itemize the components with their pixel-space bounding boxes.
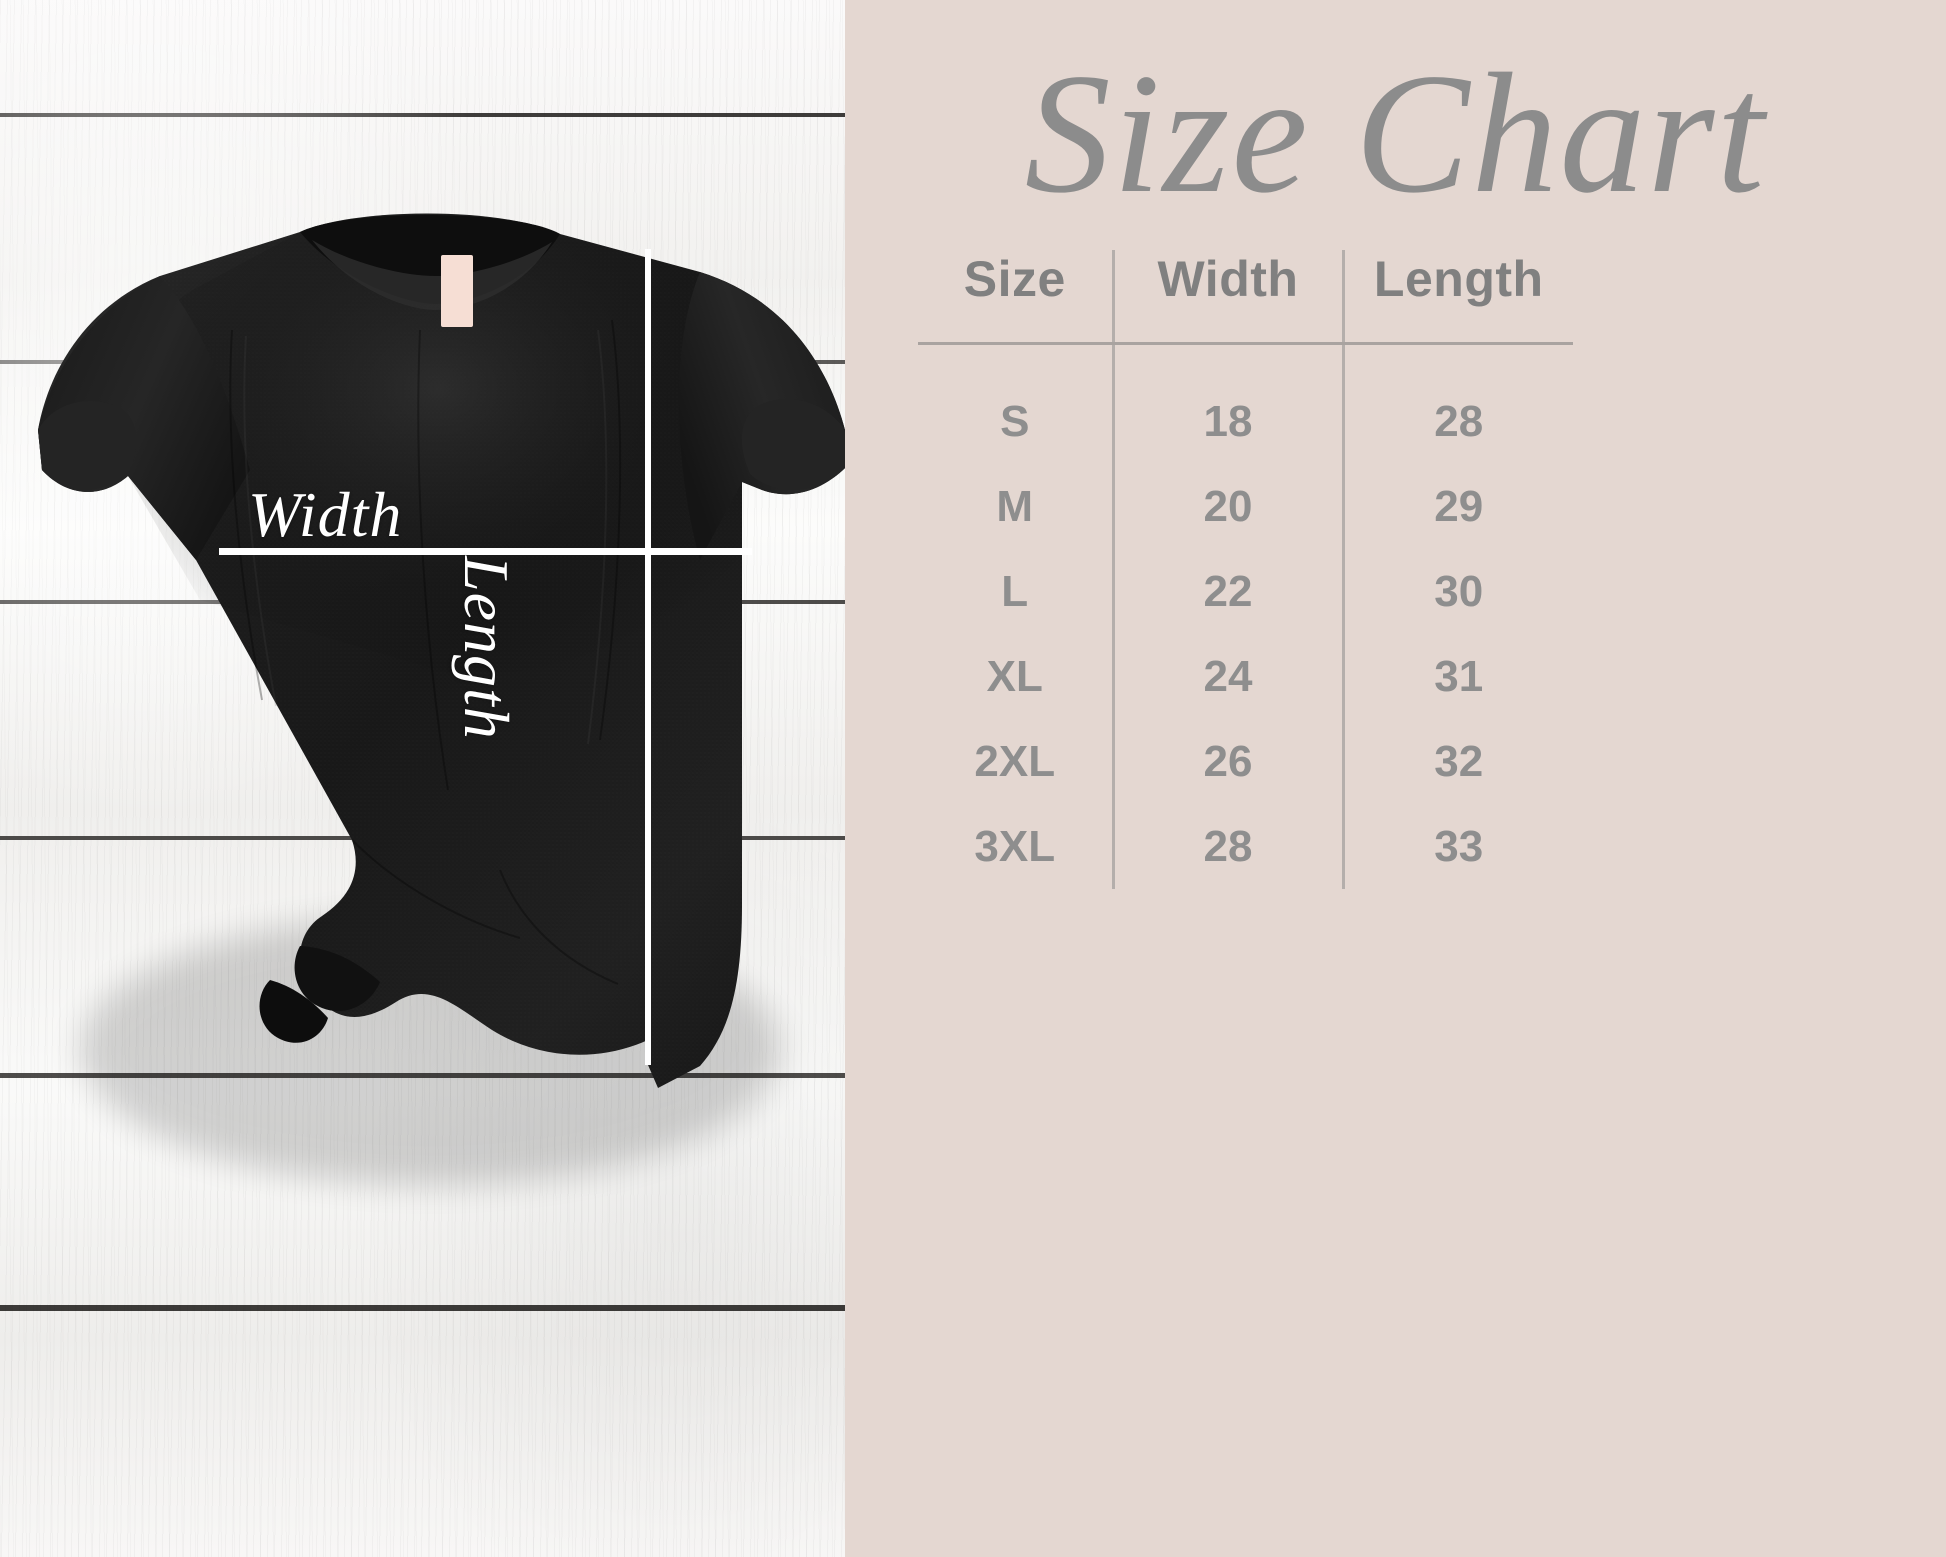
- column-header-width: Width: [1111, 250, 1343, 345]
- cell-size: S: [1000, 396, 1030, 446]
- column-header-size: Size: [918, 250, 1113, 345]
- cell-length: 29: [1341, 464, 1573, 549]
- tshirt-mockup: [0, 0, 845, 1557]
- table-row: XL 24 31: [918, 634, 1573, 719]
- width-guide-line: [219, 548, 752, 555]
- size-table: Size Width Length S 18 28 M 20 29: [918, 250, 1573, 889]
- cell-size: 2XL: [974, 736, 1056, 786]
- cell-size: M: [996, 481, 1034, 531]
- size-table-wrapper: Size Width Length S 18 28 M 20 29: [918, 250, 1573, 889]
- cell-size: L: [1001, 566, 1029, 616]
- table-row: M 20 29: [918, 464, 1573, 549]
- cell-width: 28: [1111, 804, 1343, 889]
- column-header-length: Length: [1341, 250, 1573, 345]
- size-table-header: Size Width Length: [918, 250, 1573, 345]
- cell-length: 32: [1341, 719, 1573, 804]
- length-label-wrapper: Length: [451, 556, 723, 756]
- length-guide-line: [645, 249, 651, 1065]
- table-row: 2XL 26 32: [918, 719, 1573, 804]
- cell-length: 28: [1341, 343, 1573, 464]
- cell-size: XL: [986, 651, 1043, 701]
- cell-width: 18: [1111, 343, 1343, 464]
- table-row: 3XL 28 33: [918, 804, 1573, 889]
- cell-length: 31: [1341, 634, 1573, 719]
- header-row: Size Width Length: [918, 250, 1573, 345]
- product-photo-panel: Width Length: [0, 0, 845, 1557]
- width-label: Width: [248, 479, 403, 550]
- size-chart-title: Size Chart: [1024, 39, 1767, 229]
- cell-width: 20: [1111, 464, 1343, 549]
- size-chart-panel: Size Chart Size Width Length S 18: [845, 0, 1946, 1557]
- cell-width: 26: [1111, 719, 1343, 804]
- cell-size: 3XL: [974, 821, 1056, 871]
- table-row: S 18 28: [918, 343, 1573, 464]
- cell-width: 24: [1111, 634, 1343, 719]
- cell-length: 33: [1341, 804, 1573, 889]
- size-table-body: S 18 28 M 20 29 L 22 30 XL: [918, 343, 1573, 889]
- table-row: L 22 30: [918, 549, 1573, 634]
- cell-width: 22: [1111, 549, 1343, 634]
- length-label: Length: [451, 556, 522, 740]
- cell-length: 30: [1341, 549, 1573, 634]
